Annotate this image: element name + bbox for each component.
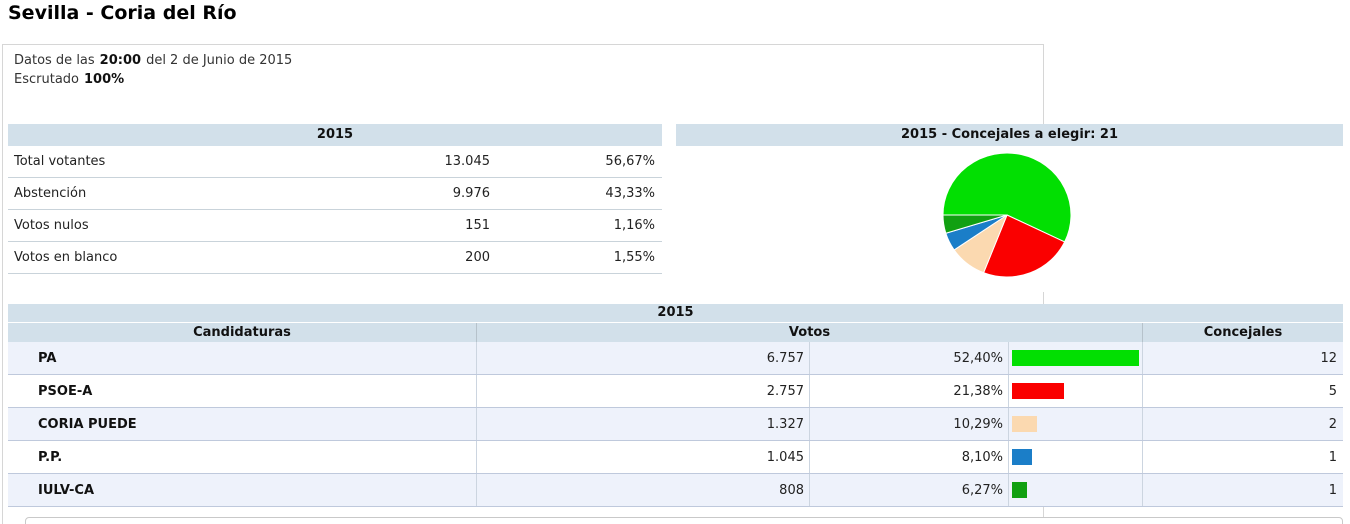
pie-chart-area	[676, 146, 1343, 292]
table-row: Votos nulos 151 1,16%	[8, 210, 662, 242]
scrutiny-status-box: Datos de las 20:00 del 2 de Junio de 2015 …	[14, 51, 292, 89]
table-row: CORIA PUEDE 1.327 10,29% 2	[8, 408, 1343, 441]
summary-table-header: 2015	[8, 124, 662, 146]
table-row: PSOE-A 2.757 21,38% 5	[8, 375, 1343, 408]
column-header-candidaturas: Candidaturas	[193, 325, 291, 340]
vote-bar-cell	[1008, 342, 1142, 374]
votes-percent: 6,27%	[809, 474, 1008, 506]
summary-row-value: 200	[465, 250, 490, 265]
table-row: IULV-CA 808 6,27% 1	[8, 474, 1343, 507]
vote-bar-cell	[1008, 474, 1142, 506]
vote-bar	[1012, 350, 1139, 366]
seats-count: 1	[1142, 474, 1343, 506]
pie-slice-iulv-ca	[942, 214, 1008, 234]
results-table-body: PA 6.757 52,40% 12 PSOE-A 2.757 21,38% 5…	[8, 342, 1343, 507]
column-header-votos: Votos	[476, 323, 1142, 342]
votes-percent: 21,38%	[809, 375, 1008, 407]
summary-table-body: Total votantes 13.045 56,67% Abstención …	[8, 146, 662, 274]
votes-count: 6.757	[476, 342, 809, 374]
vote-bar	[1012, 482, 1027, 498]
seats-pie-card: 2015 - Concejales a elegir: 21	[676, 124, 1343, 292]
column-header-concejales: Concejales	[1142, 323, 1343, 342]
pie-slice-pa	[942, 152, 1072, 243]
seats-count: 12	[1142, 342, 1343, 374]
timestamp-prefix: Datos de las	[14, 53, 95, 68]
candidature-name: PA	[38, 350, 57, 366]
seats-count: 2	[1142, 408, 1343, 440]
votes-percent: 8,10%	[809, 441, 1008, 473]
seats-pie-chart	[942, 152, 1072, 278]
summary-row-label: Total votantes	[14, 154, 106, 169]
summary-row-value: 13.045	[444, 154, 491, 169]
summary-row-value: 151	[465, 218, 490, 233]
table-row: Votos en blanco 200 1,55%	[8, 242, 662, 274]
timestamp-time: 20:00	[99, 53, 142, 68]
vote-bar	[1012, 449, 1032, 465]
pie-card-header: 2015 - Concejales a elegir: 21	[676, 124, 1343, 146]
summary-row-value: 9.976	[452, 186, 490, 201]
turnout-summary-table: 2015 Total votantes 13.045 56,67% Absten…	[8, 124, 662, 274]
candidatures-results-table: 2015 Candidaturas Votos Concejales PA 6.…	[8, 304, 1343, 507]
votes-percent: 10,29%	[809, 408, 1008, 440]
votes-count: 808	[476, 474, 809, 506]
scrutinized-percent: 100%	[84, 72, 125, 87]
candidature-name: PSOE-A	[38, 383, 93, 399]
summary-row-label: Votos nulos	[14, 218, 89, 233]
seats-count: 5	[1142, 375, 1343, 407]
seats-count: 1	[1142, 441, 1343, 473]
pie-slice-psoe-a	[983, 214, 1066, 278]
votes-count: 2.757	[476, 375, 809, 407]
summary-row-pct: 1,16%	[613, 218, 655, 233]
summary-row-label: Abstención	[14, 186, 87, 201]
vote-bar-cell	[1008, 408, 1142, 440]
footer-box	[25, 517, 1343, 524]
votes-percent: 52,40%	[809, 342, 1008, 374]
candidature-name: CORIA PUEDE	[38, 416, 137, 432]
candidature-name: P.P.	[38, 449, 63, 465]
candidature-name: IULV-CA	[38, 482, 94, 498]
summary-row-pct: 56,67%	[605, 154, 655, 169]
scrutinized-line: Escrutado 100%	[14, 70, 292, 89]
summary-row-pct: 43,33%	[605, 186, 655, 201]
summary-row-label: Votos en blanco	[14, 250, 118, 265]
results-column-headers: Candidaturas Votos Concejales	[8, 323, 1343, 342]
vote-bar	[1012, 383, 1064, 399]
table-row: PA 6.757 52,40% 12	[8, 342, 1343, 375]
scrutinized-label: Escrutado	[14, 72, 79, 87]
vote-bar-cell	[1008, 375, 1142, 407]
vote-bar-cell	[1008, 441, 1142, 473]
data-timestamp-line: Datos de las 20:00 del 2 de Junio de 2015	[14, 51, 292, 70]
table-row: Total votantes 13.045 56,67%	[8, 146, 662, 178]
votes-count: 1.327	[476, 408, 809, 440]
page-title: Sevilla - Coria del Río	[8, 2, 237, 24]
summary-row-pct: 1,55%	[613, 250, 655, 265]
table-row: P.P. 1.045 8,10% 1	[8, 441, 1343, 474]
table-row: Abstención 9.976 43,33%	[8, 178, 662, 210]
results-year-header: 2015	[8, 304, 1343, 323]
votes-count: 1.045	[476, 441, 809, 473]
timestamp-date: del 2 de Junio de 2015	[146, 53, 293, 68]
vote-bar	[1012, 416, 1037, 432]
